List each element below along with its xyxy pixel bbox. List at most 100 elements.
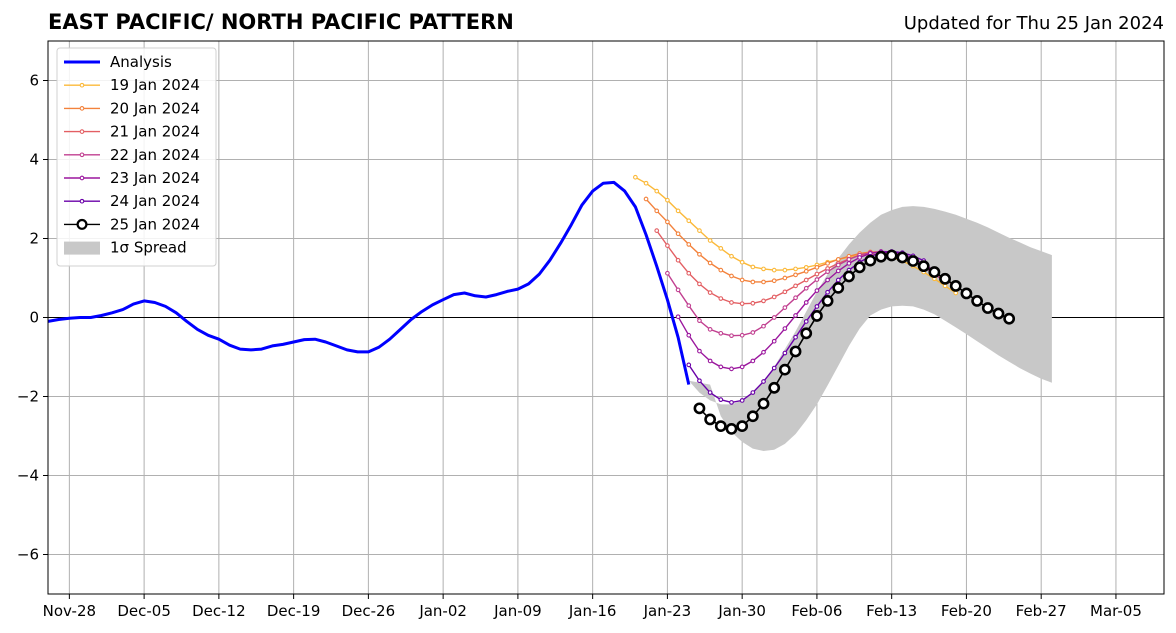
legend-marker (79, 129, 85, 134)
x-tick-label: Dec-19 (267, 602, 321, 620)
forecast-point (718, 267, 724, 273)
forecast-point (633, 174, 638, 180)
x-tick-label: Dec-26 (342, 602, 396, 620)
forecast-point (750, 264, 756, 270)
forecast-point (654, 188, 660, 194)
forecast-point (811, 310, 823, 322)
forecast-point (825, 261, 830, 266)
forecast-point (771, 267, 777, 273)
forecast-point (750, 279, 756, 285)
forecast-point (761, 379, 766, 384)
forecast-point (675, 231, 681, 237)
forecast-point (704, 413, 717, 426)
forecast-point (697, 378, 702, 384)
forecast-point (803, 268, 809, 274)
forecast-point (729, 400, 734, 405)
series-lines (47, 174, 1016, 435)
legend-marker (79, 175, 85, 181)
forecast-point (718, 296, 724, 301)
y-tick-label: 2 (29, 230, 39, 248)
forecast-point (793, 266, 798, 272)
forecast-point (814, 264, 820, 270)
forecast-point (761, 279, 766, 285)
y-tick-label: −2 (17, 388, 39, 406)
y-tick-label: −4 (17, 467, 39, 485)
forecast-point (686, 332, 692, 338)
forecast-point (739, 398, 745, 403)
forecast-point (697, 251, 702, 257)
y-tick-label: 4 (29, 151, 39, 169)
forecast-point (714, 420, 727, 433)
legend-label: 23 Jan 2024 (110, 169, 200, 187)
forecast-point (835, 257, 841, 262)
analysis-line (47, 180, 691, 385)
forecast-point (707, 358, 713, 364)
forecast-point (835, 277, 841, 283)
forecast-point (771, 365, 777, 371)
forecast-point (782, 326, 788, 331)
forecast-point (686, 218, 692, 224)
legend-label: 25 Jan 2024 (110, 215, 200, 233)
forecast-point (853, 261, 866, 274)
forecast-point (857, 255, 862, 260)
forecast-point (739, 364, 745, 370)
forecast-point (768, 381, 781, 394)
legend-marker (79, 82, 85, 88)
chart-subtitle: Updated for Thu 25 Jan 2024 (904, 13, 1164, 34)
forecast-point (907, 255, 919, 267)
x-tick-label: Dec-05 (117, 602, 171, 620)
forecast-point (825, 289, 830, 295)
forecast-point (960, 287, 973, 300)
forecast-point (885, 249, 898, 262)
forecast-point (739, 277, 745, 283)
y-tick-label: 6 (29, 72, 39, 90)
forecast-point (782, 350, 788, 356)
legend-label: 20 Jan 2024 (110, 99, 200, 117)
forecast-point (949, 279, 962, 292)
forecast-point (750, 390, 756, 395)
forecast-point (864, 254, 877, 267)
forecast-point (835, 262, 841, 268)
forecast-point (654, 228, 660, 233)
forecast-point (697, 348, 702, 354)
forecast-point (750, 330, 756, 335)
forecast-point (707, 390, 713, 395)
forecast-point (707, 238, 713, 243)
x-tick-label: Jan-09 (493, 602, 542, 620)
legend-swatch (64, 241, 100, 255)
forecast-point (729, 253, 734, 259)
forecast-point (761, 349, 766, 355)
forecast-point (707, 327, 713, 332)
forecast-point (675, 287, 681, 293)
spread-band-area (688, 206, 1052, 451)
y-tick-label: −6 (17, 546, 39, 564)
forecast-point (761, 266, 766, 272)
forecast-point (729, 273, 734, 279)
forecast-point (771, 278, 777, 284)
forecast-point (803, 300, 809, 305)
forecast-point (814, 277, 820, 282)
legend-label: 22 Jan 2024 (110, 146, 200, 164)
forecast-point (654, 208, 660, 214)
forecast-point (746, 410, 759, 423)
forecast-point (981, 302, 994, 314)
forecast-point (825, 277, 830, 283)
forecast-point (771, 315, 777, 320)
forecast-point (821, 295, 834, 307)
forecast-point (718, 364, 724, 370)
forecast-point (778, 363, 791, 376)
forecast-point (739, 332, 745, 338)
forecast-point (761, 298, 766, 304)
forecast-point (736, 420, 749, 433)
x-tick-label: Feb-20 (941, 602, 992, 620)
forecast-point (793, 295, 798, 301)
forecast-point (665, 243, 670, 248)
forecast-point (843, 270, 855, 283)
forecast-point (697, 281, 702, 287)
x-tick-label: Feb-27 (1016, 602, 1067, 620)
forecast-point (643, 180, 649, 186)
forecast-point (675, 257, 681, 263)
forecast-point (782, 305, 788, 310)
legend-label: 1σ Spread (110, 239, 187, 257)
